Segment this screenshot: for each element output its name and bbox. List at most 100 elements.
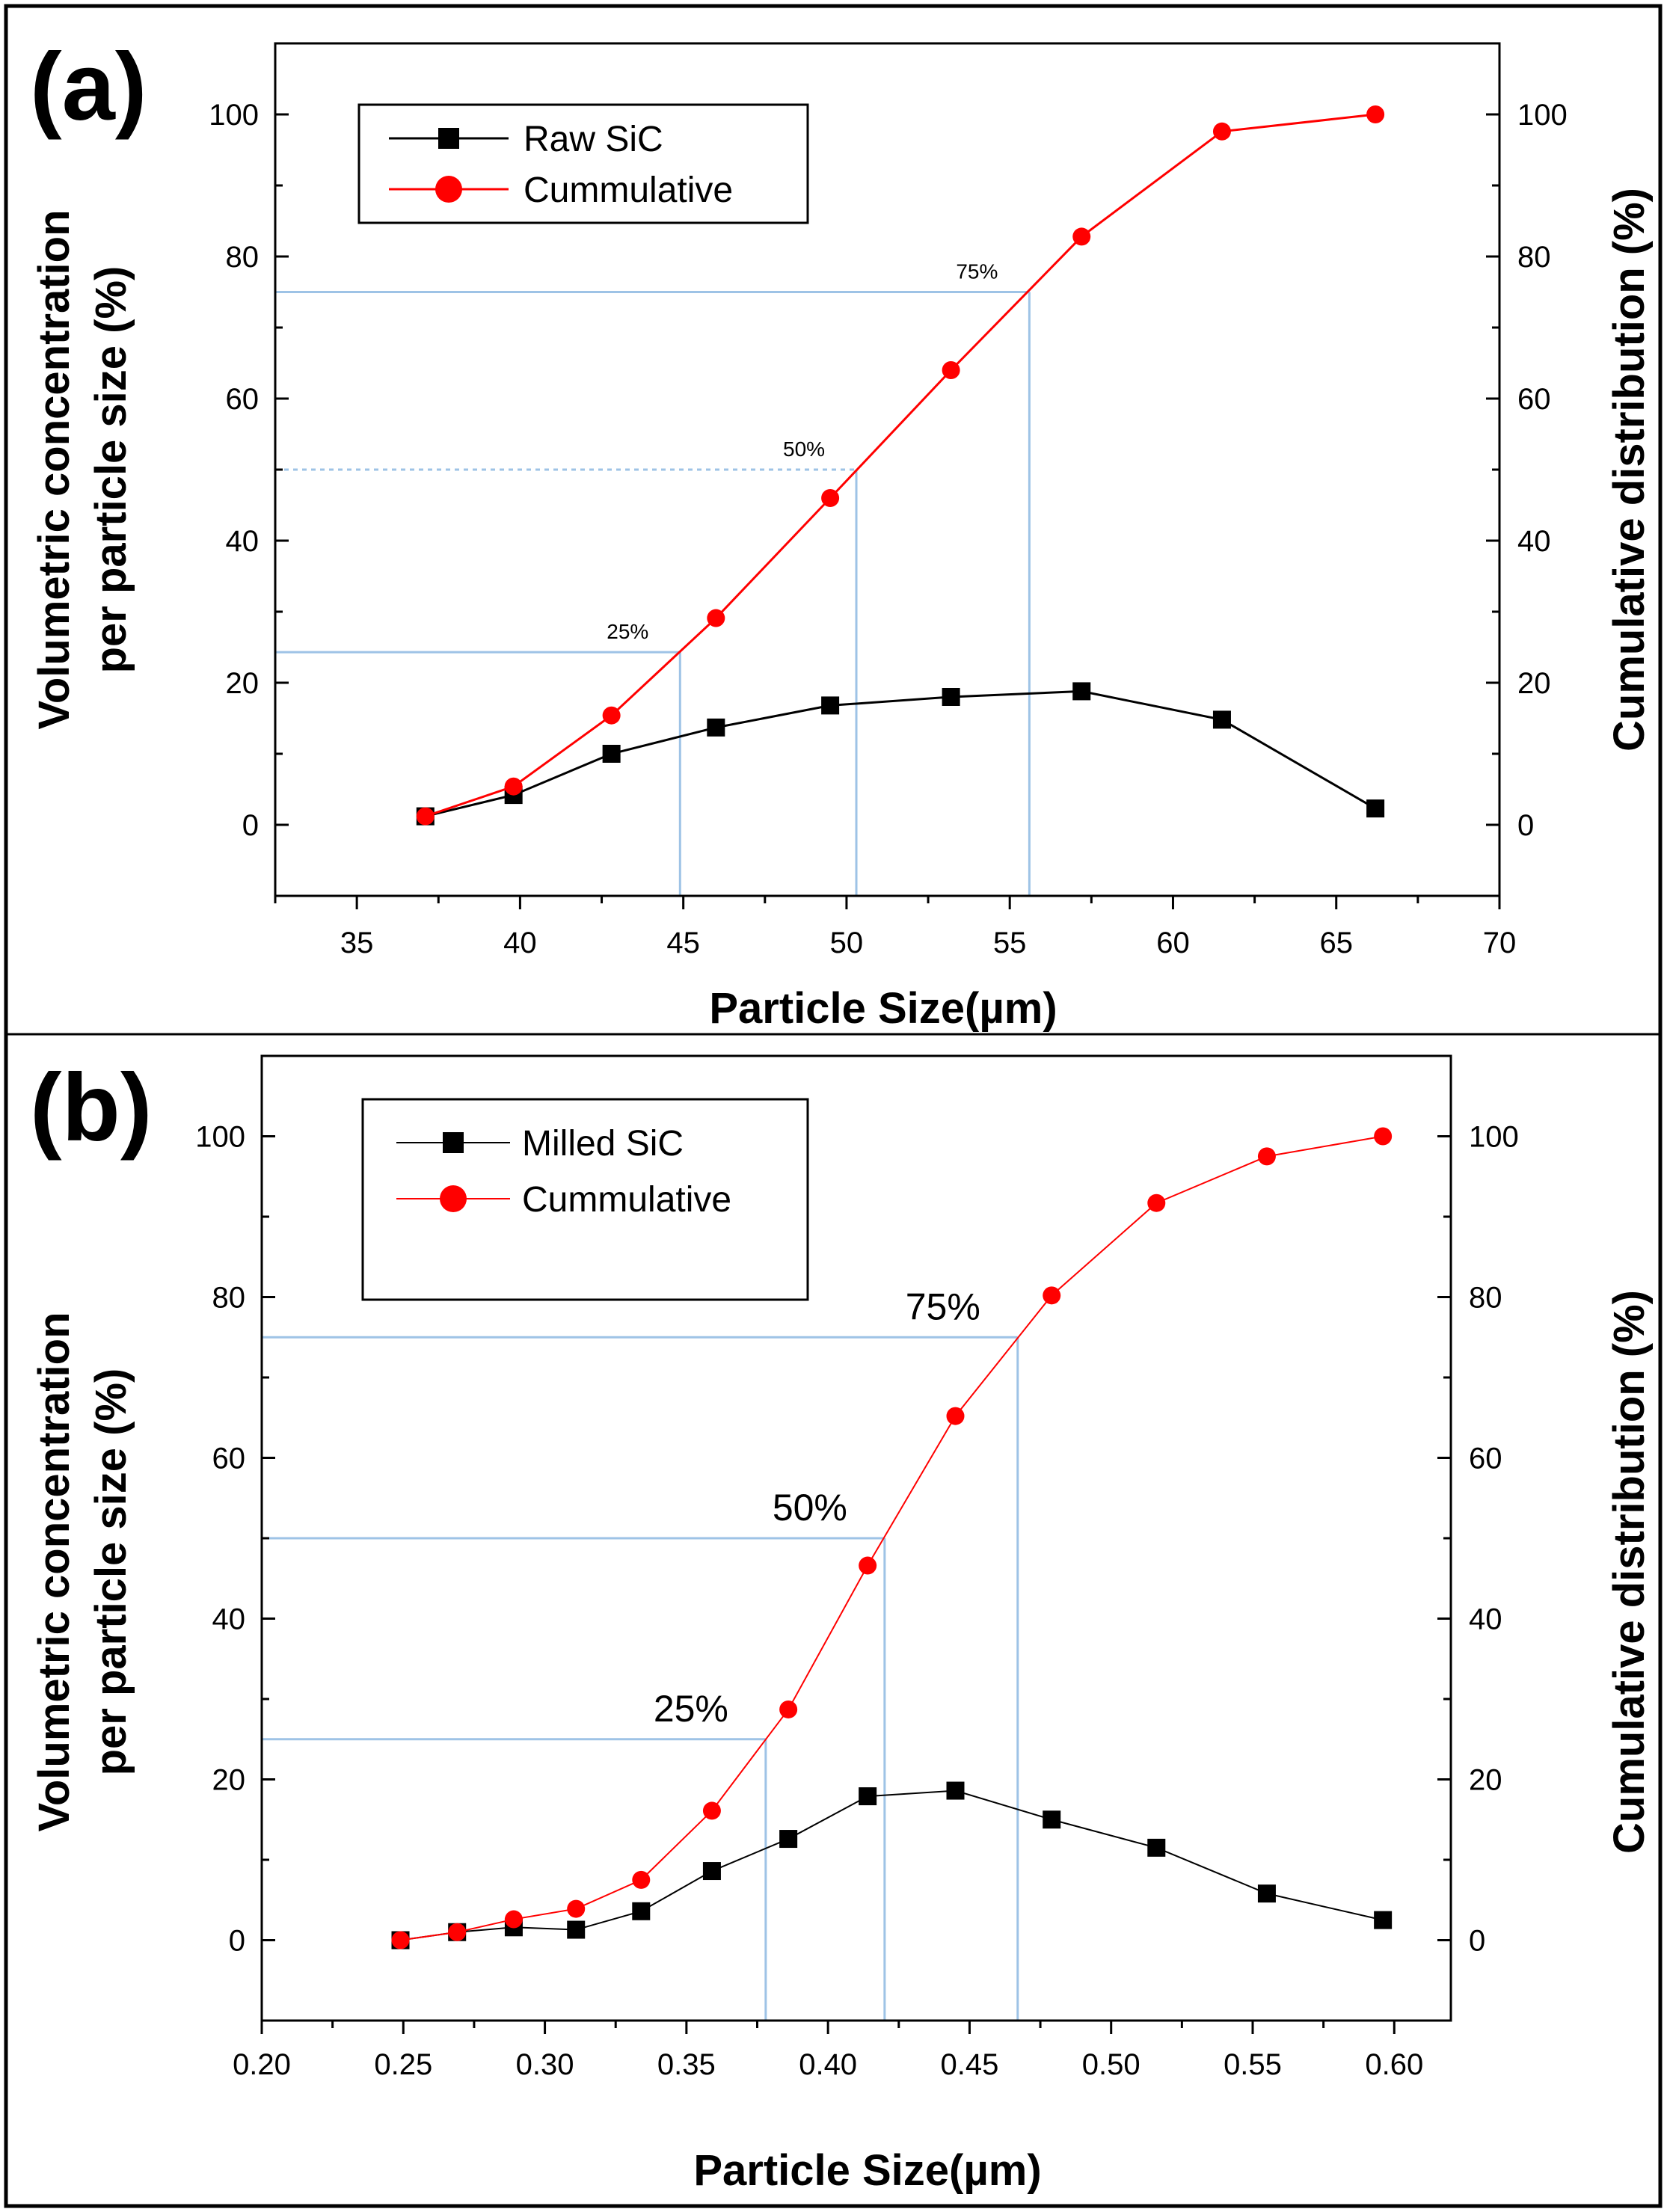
panel-a-x-axis-title: Particle Size(µm) xyxy=(709,984,1057,1033)
panel-a-legend-cum-marker xyxy=(435,176,462,203)
panel-b-xtick-label: 0.20 xyxy=(233,2048,291,2081)
panel-a-point-circle xyxy=(1212,122,1231,141)
panel-a-xtick-label: 35 xyxy=(340,927,374,959)
panel-b-xtick-label: 0.60 xyxy=(1365,2048,1423,2081)
panel-a-ytick-label-left: 100 xyxy=(209,99,259,132)
panel-b-xtick-label: 0.35 xyxy=(657,2048,716,2081)
panel-a-ytick-label-right: 80 xyxy=(1517,241,1551,274)
panel-b-point-circle xyxy=(1374,1127,1393,1146)
panel-b-ytick-label-right: 0 xyxy=(1469,1925,1485,1958)
panel-a-ylabel-right: Cumulative distribution (%) xyxy=(1605,188,1654,752)
panel-a-point-circle xyxy=(707,609,725,627)
panel-a-guides: 25% 50% 75% xyxy=(275,260,1031,896)
panel-a-point-circle xyxy=(504,777,523,796)
panel-b-point-circle xyxy=(859,1556,877,1575)
panel-a-point-square xyxy=(707,718,725,737)
panel-b-guide-label: 50% xyxy=(773,1487,847,1529)
panel-b-point-square xyxy=(567,1920,586,1939)
panel-a-point-square xyxy=(1212,710,1231,729)
panel-b-legend-milled-label: Milled SiC xyxy=(522,1124,684,1164)
panel-b-ytick-label-right: 60 xyxy=(1469,1443,1502,1475)
panel-a-ytick-label-left: 0 xyxy=(242,809,259,842)
panel-b-ytick-label-right: 100 xyxy=(1469,1121,1519,1154)
panel-b-label: (b) xyxy=(30,1054,152,1161)
panel-a-point-circle xyxy=(1072,227,1091,246)
panel-a-xtick-label: 70 xyxy=(1483,927,1517,959)
panel-a-xtick-label: 45 xyxy=(666,927,700,959)
panel-b-point-circle xyxy=(391,1931,410,1950)
panel-a-xtick-label: 55 xyxy=(993,927,1027,959)
panel-b-ytick-label-left: 20 xyxy=(212,1764,246,1797)
panel-a-point-square xyxy=(1072,682,1091,701)
panel-b-xtick-label: 0.30 xyxy=(516,2048,574,2081)
panel-a-ytick-label-right: 20 xyxy=(1517,667,1551,700)
panel-b-ytick-label-left: 80 xyxy=(212,1282,246,1315)
panel-b-ylabel-left-line1: Volumetric concentration xyxy=(30,1312,79,1831)
panel-a-left-axis-title: Volumetric concentration per particle si… xyxy=(30,209,135,729)
panel-b-xtick-label: 0.50 xyxy=(1082,2048,1141,2081)
panel-a-xtick-label: 65 xyxy=(1319,927,1353,959)
panel-a-ytick-label-left: 60 xyxy=(226,383,260,416)
panel-a-point-circle xyxy=(1366,105,1385,123)
panel-a-label: (a) xyxy=(30,34,147,141)
panel-a-legend-box xyxy=(357,103,809,224)
panel-a-ytick-label-right: 40 xyxy=(1517,525,1551,558)
panel-a-ylabel-left-line2: per particle size (%) xyxy=(87,266,135,674)
panel-a-ticks: 0 0 20 20 40 40 60 60 80 80 100 100 35 40 45 50 55 60 65 70 xyxy=(209,42,1568,959)
panel-b-xtick-label: 0.25 xyxy=(374,2048,432,2081)
panel-b-point-circle xyxy=(946,1407,965,1425)
panel-b-point-circle xyxy=(448,1923,467,1941)
panel-b-point-square xyxy=(1043,1810,1061,1829)
panel-b-point-square xyxy=(1257,1884,1276,1903)
panel-a: (a) 25% 50% 75% 0 0 20 20 40 40 60 60 80 80 100 100 35… xyxy=(30,34,1654,1033)
panel-b-ytick-label-left: 100 xyxy=(195,1121,245,1154)
panel-a-ytick-label-left: 20 xyxy=(226,667,260,700)
panel-b-point-square xyxy=(1147,1838,1166,1857)
panel-b-ytick-label-left: 0 xyxy=(229,1925,245,1958)
panel-b-ytick-label-left: 40 xyxy=(212,1603,246,1636)
panel-b-guide-label: 25% xyxy=(654,1688,728,1730)
panel-b-series-line-0 xyxy=(400,1789,1384,1941)
panel-b-legend-cum-label: Cummulative xyxy=(522,1180,731,1220)
panel-b-ytick-label-left: 60 xyxy=(212,1443,246,1475)
panel-b-legend-milled-marker xyxy=(443,1132,464,1153)
panel-b-xtick-label: 0.55 xyxy=(1224,2048,1282,2081)
panel-a-legend-raw-label: Raw SiC xyxy=(524,120,663,159)
panel-a-point-square xyxy=(942,688,960,706)
panel-b-x-axis-title: Particle Size(µm) xyxy=(693,2146,1041,2195)
panel-a-guide-label: 75% xyxy=(956,260,998,283)
panel-b-series xyxy=(391,1127,1393,1950)
panel-b-ticks: 0 0 20 20 40 40 60 60 80 80 100 100 0.20 0.25 0.30 0.35… xyxy=(195,1054,1519,2081)
panel-b-point-circle xyxy=(1257,1147,1276,1166)
panel-b-point-circle xyxy=(1043,1286,1061,1305)
panel-b-point-square xyxy=(632,1902,651,1920)
panel-a-xtick-label: 40 xyxy=(503,927,537,959)
panel-a-ytick-label-left: 40 xyxy=(226,525,260,558)
panel-b-ytick-label-right: 80 xyxy=(1469,1282,1502,1315)
panel-a-xtick-label: 50 xyxy=(830,927,864,959)
panel-b-legend-cum-marker xyxy=(440,1185,467,1212)
figure-frame xyxy=(4,4,1663,2208)
panel-b-point-square xyxy=(859,1787,877,1806)
panel-b-ylabel-right: Cumulative distribution (%) xyxy=(1605,1290,1654,1854)
panel-a-point-circle xyxy=(942,361,960,379)
panel-b-ylabel-left-line2: per particle size (%) xyxy=(87,1368,135,1776)
panel-a-ytick-label-left: 80 xyxy=(226,241,260,274)
panel-a-guide-label: 25% xyxy=(607,620,648,643)
panel-a-ylabel-left-line1: Volumetric concentration xyxy=(30,209,79,729)
panel-b-point-circle xyxy=(567,1899,586,1918)
panel-a-legend-cum-label: Cummulative xyxy=(524,170,733,210)
panel-a-point-circle xyxy=(416,807,435,826)
panel-b-ytick-label-right: 40 xyxy=(1469,1603,1502,1636)
panel-a-ytick-label-right: 0 xyxy=(1517,809,1534,842)
panel-b-point-circle xyxy=(504,1910,523,1929)
panel-a-point-square xyxy=(821,696,840,715)
panel-b-guide-label: 75% xyxy=(906,1285,980,1327)
panel-b-xtick-label: 0.45 xyxy=(940,2048,998,2081)
panel-b-point-square xyxy=(702,1862,721,1881)
panel-a-ytick-label-right: 100 xyxy=(1517,99,1568,132)
panel-a-point-square xyxy=(602,745,621,763)
panel-a-series-line-0 xyxy=(425,689,1376,818)
panel-a-ytick-label-right: 60 xyxy=(1517,383,1551,416)
